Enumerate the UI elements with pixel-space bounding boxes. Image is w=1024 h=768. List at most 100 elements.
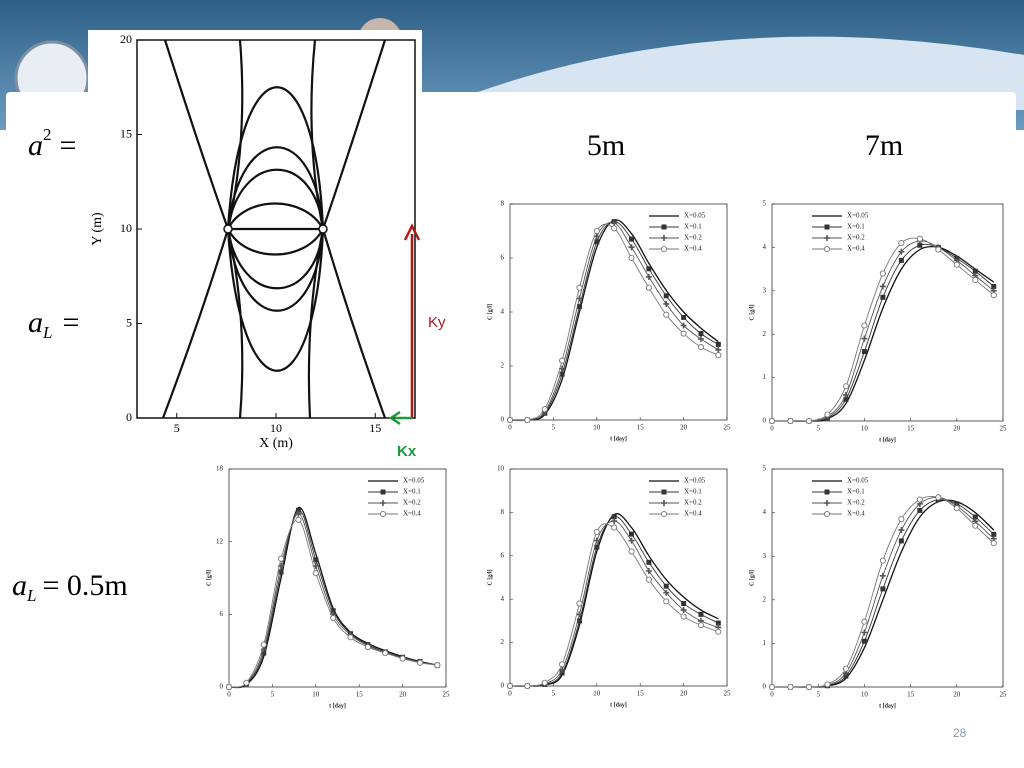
column-label: 7m <box>865 129 903 162</box>
marker <box>559 670 565 676</box>
x-tick-label: 0 <box>508 690 512 698</box>
marker <box>576 304 582 310</box>
panel-bg <box>88 30 422 460</box>
plot-frame <box>771 468 1004 688</box>
kx-label: Kx <box>397 443 417 460</box>
y-tick-label: 5 <box>763 200 767 208</box>
symbol: a <box>28 129 43 162</box>
marker <box>880 586 886 592</box>
equation-label: aL = <box>28 306 79 342</box>
legend-marker <box>823 510 831 518</box>
ky-arrowhead <box>403 223 421 241</box>
legend-label: X=0.05 <box>847 477 869 485</box>
y-tick-label: 20 <box>120 32 132 46</box>
y-axis-label: C [g/l] <box>487 304 493 320</box>
marker <box>680 607 687 614</box>
x-tick-label: 0 <box>770 691 774 699</box>
y-tick-label: 4 <box>501 308 505 316</box>
legend-marker <box>661 235 667 241</box>
marker <box>843 396 849 402</box>
marker <box>295 516 302 523</box>
marker <box>628 244 635 251</box>
legend-label: X=0.4 <box>684 510 702 518</box>
equation-label: aL = 0.5m <box>12 569 128 605</box>
marker <box>715 628 722 635</box>
marker <box>898 257 904 263</box>
marker <box>225 683 233 691</box>
legend-label: X=0.1 <box>847 488 865 496</box>
y-tick-label: 12 <box>216 537 224 545</box>
legend-marker <box>661 500 667 506</box>
marker <box>645 567 652 574</box>
x-axis-label: t [day] <box>879 703 896 709</box>
marker <box>663 583 669 589</box>
y-tick-label: 0 <box>126 410 132 424</box>
legend-marker <box>380 500 386 506</box>
marker <box>663 293 669 299</box>
y-tick-label: 0 <box>763 683 767 691</box>
plot-frame <box>771 203 1004 422</box>
legend-label: X=0.2 <box>847 499 865 507</box>
x-tick-label: 20 <box>680 690 688 698</box>
marker <box>330 614 337 622</box>
marker <box>697 336 704 342</box>
y-axis-label: C [g/l] <box>749 570 755 586</box>
marker <box>697 622 705 629</box>
ky-label: Ky <box>428 314 446 331</box>
marker <box>295 507 301 513</box>
legend-label: X=0.2 <box>684 234 702 242</box>
marker <box>524 416 531 424</box>
marker <box>991 283 997 289</box>
x-tick-label: 10 <box>861 691 869 699</box>
marker <box>506 416 514 424</box>
marker <box>611 524 618 531</box>
suffix: = <box>62 306 79 339</box>
marker <box>824 681 831 688</box>
marker <box>768 417 776 425</box>
marker <box>434 662 441 669</box>
marker <box>416 659 424 666</box>
x-tick-label: 10 <box>270 421 282 435</box>
well <box>223 224 233 234</box>
y-tick-label: 0 <box>501 416 505 424</box>
marker <box>972 522 979 529</box>
marker <box>506 682 514 690</box>
marker <box>382 650 389 657</box>
marker <box>842 665 849 672</box>
y-tick-label: 10 <box>120 221 132 235</box>
legend-marker <box>379 510 387 518</box>
marker <box>972 276 979 284</box>
marker <box>917 242 923 248</box>
x-tick-label: 0 <box>770 425 774 433</box>
legend-label: X=0.05 <box>403 477 425 485</box>
marker <box>861 335 868 342</box>
marker <box>645 284 652 291</box>
legend-marker <box>823 245 831 253</box>
marker <box>629 531 635 537</box>
marker <box>805 683 813 691</box>
y-tick-label: 10 <box>497 465 505 473</box>
legend-marker <box>824 489 830 495</box>
legend-label: X=0.1 <box>684 488 702 496</box>
header-wave <box>430 36 1024 110</box>
x-tick-label: 10 <box>861 425 869 433</box>
marker <box>715 346 722 353</box>
marker <box>594 239 600 245</box>
page-number: 28 <box>953 726 967 740</box>
well <box>318 224 328 234</box>
marker <box>861 322 868 329</box>
x-tick-label: 25 <box>1000 691 1008 699</box>
marker <box>990 540 997 547</box>
marker <box>628 537 635 544</box>
marker <box>295 510 302 517</box>
marker <box>594 544 600 550</box>
marker <box>261 650 267 656</box>
marker <box>593 528 600 535</box>
y-tick-label: 3 <box>763 286 767 294</box>
x-tick-label: 5 <box>552 424 556 432</box>
streamline <box>227 202 324 230</box>
y-tick-label: 2 <box>763 330 767 338</box>
y-tick-label: 18 <box>216 465 224 473</box>
x-tick-label: 25 <box>1000 425 1008 433</box>
